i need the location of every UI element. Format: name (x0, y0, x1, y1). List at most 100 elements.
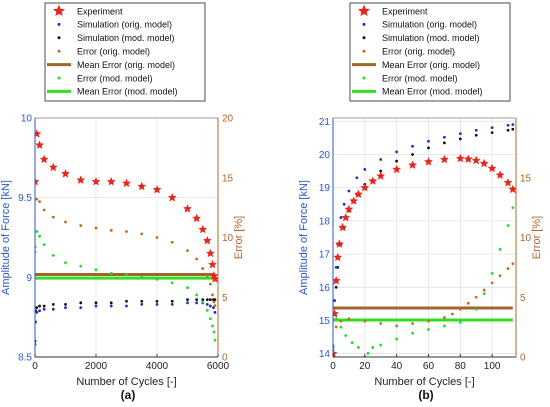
data-point (109, 301, 113, 305)
data-point (140, 275, 144, 279)
data-point (411, 322, 414, 325)
y-axis-label: Amplitude of Force [kN] (298, 180, 310, 295)
data-point (363, 168, 367, 171)
series-experiment (333, 153, 516, 357)
data-point (213, 304, 217, 308)
data-point (355, 176, 359, 180)
legend-key-err-mod (57, 76, 61, 80)
x-axis-label: Number of Cycles [-] (76, 376, 176, 388)
y2-tick-label: 0 (222, 353, 228, 364)
data-point (506, 267, 510, 270)
data-point (38, 200, 41, 204)
data-point (35, 310, 39, 314)
data-point (333, 348, 338, 357)
data-point (155, 277, 159, 281)
data-point (333, 309, 340, 318)
data-point (506, 123, 510, 127)
data-point (427, 328, 430, 331)
legend-label-err-orig: Error (orig. model) (77, 47, 150, 57)
legend-key-sim-orig (57, 22, 61, 26)
legend-key-sim-orig (362, 22, 366, 26)
y2-axis-label: Error [%] (531, 216, 543, 259)
y-tick-label: 19 (319, 183, 331, 194)
plot-area (35, 118, 218, 357)
data-point (208, 282, 212, 286)
y-tick-label: 21 (319, 117, 331, 128)
data-point (503, 177, 513, 187)
data-point (91, 176, 101, 186)
data-point (48, 162, 58, 172)
data-point (186, 301, 189, 305)
data-point (170, 281, 174, 285)
data-point (338, 222, 347, 232)
data-point (408, 160, 418, 169)
data-point (42, 208, 46, 212)
legend-b: Experiment Simulation (orig. model) Simula… (349, 2, 511, 102)
data-point (76, 175, 86, 184)
y-tick-label: 20 (319, 150, 331, 161)
panel-label: (b) (418, 388, 433, 402)
x-tick-label: 2000 (85, 361, 108, 372)
data-point (455, 153, 465, 163)
data-point (125, 299, 128, 303)
data-point (506, 128, 510, 132)
data-point (94, 304, 98, 308)
data-point (442, 135, 446, 139)
data-point (205, 303, 209, 306)
data-point (474, 295, 478, 299)
data-point (427, 319, 430, 323)
data-point (94, 301, 98, 305)
data-point (339, 325, 343, 329)
y2-axis-label: Error [%] (233, 216, 245, 259)
data-point (339, 216, 343, 219)
data-point (38, 309, 41, 313)
data-point (333, 299, 336, 302)
x-tick-label: 40 (391, 361, 403, 372)
x-tick-label: 100 (484, 361, 501, 372)
legend-key-err-orig (57, 49, 61, 53)
data-point (411, 331, 414, 335)
data-point (344, 334, 348, 337)
data-point (213, 298, 217, 302)
data-point (411, 153, 414, 156)
legend-key-sim-mod (362, 36, 366, 40)
plot-area (333, 118, 516, 357)
legend-label-mean-err-orig: Mean Error (orig. model) (382, 60, 480, 70)
data-point (42, 307, 46, 311)
data-point (498, 274, 502, 278)
data-point (511, 127, 515, 131)
data-point (205, 298, 209, 302)
data-point (208, 259, 217, 269)
data-point (213, 338, 217, 342)
data-point (122, 178, 131, 188)
data-point (195, 257, 199, 261)
legend-label-experiment: Experiment (382, 6, 428, 16)
series-experiment (35, 129, 218, 283)
data-point (61, 169, 70, 178)
data-point (458, 137, 462, 141)
data-point (167, 193, 177, 202)
data-point (439, 154, 449, 164)
data-point (347, 189, 351, 193)
data-point (51, 307, 55, 311)
data-point (140, 299, 144, 303)
data-point (201, 267, 205, 270)
data-point (339, 319, 343, 323)
data-point (363, 319, 367, 323)
data-point (357, 346, 360, 349)
x-tick-label: 80 (455, 361, 467, 372)
data-point (64, 306, 67, 310)
data-point (212, 330, 216, 334)
data-point (208, 298, 212, 302)
data-point (125, 230, 128, 233)
x-tick-label: 0 (32, 361, 38, 372)
y-tick-label: 17 (319, 250, 331, 261)
x-tick-label: 20 (359, 361, 371, 372)
legend-label-err-orig: Error (orig. model) (382, 47, 455, 57)
data-point (64, 261, 67, 264)
data-point (212, 306, 215, 310)
data-point (205, 308, 209, 312)
x-tick-label: 0 (330, 361, 336, 372)
x-tick-label: 6000 (207, 361, 230, 372)
legend-key-err-mod (362, 76, 366, 80)
